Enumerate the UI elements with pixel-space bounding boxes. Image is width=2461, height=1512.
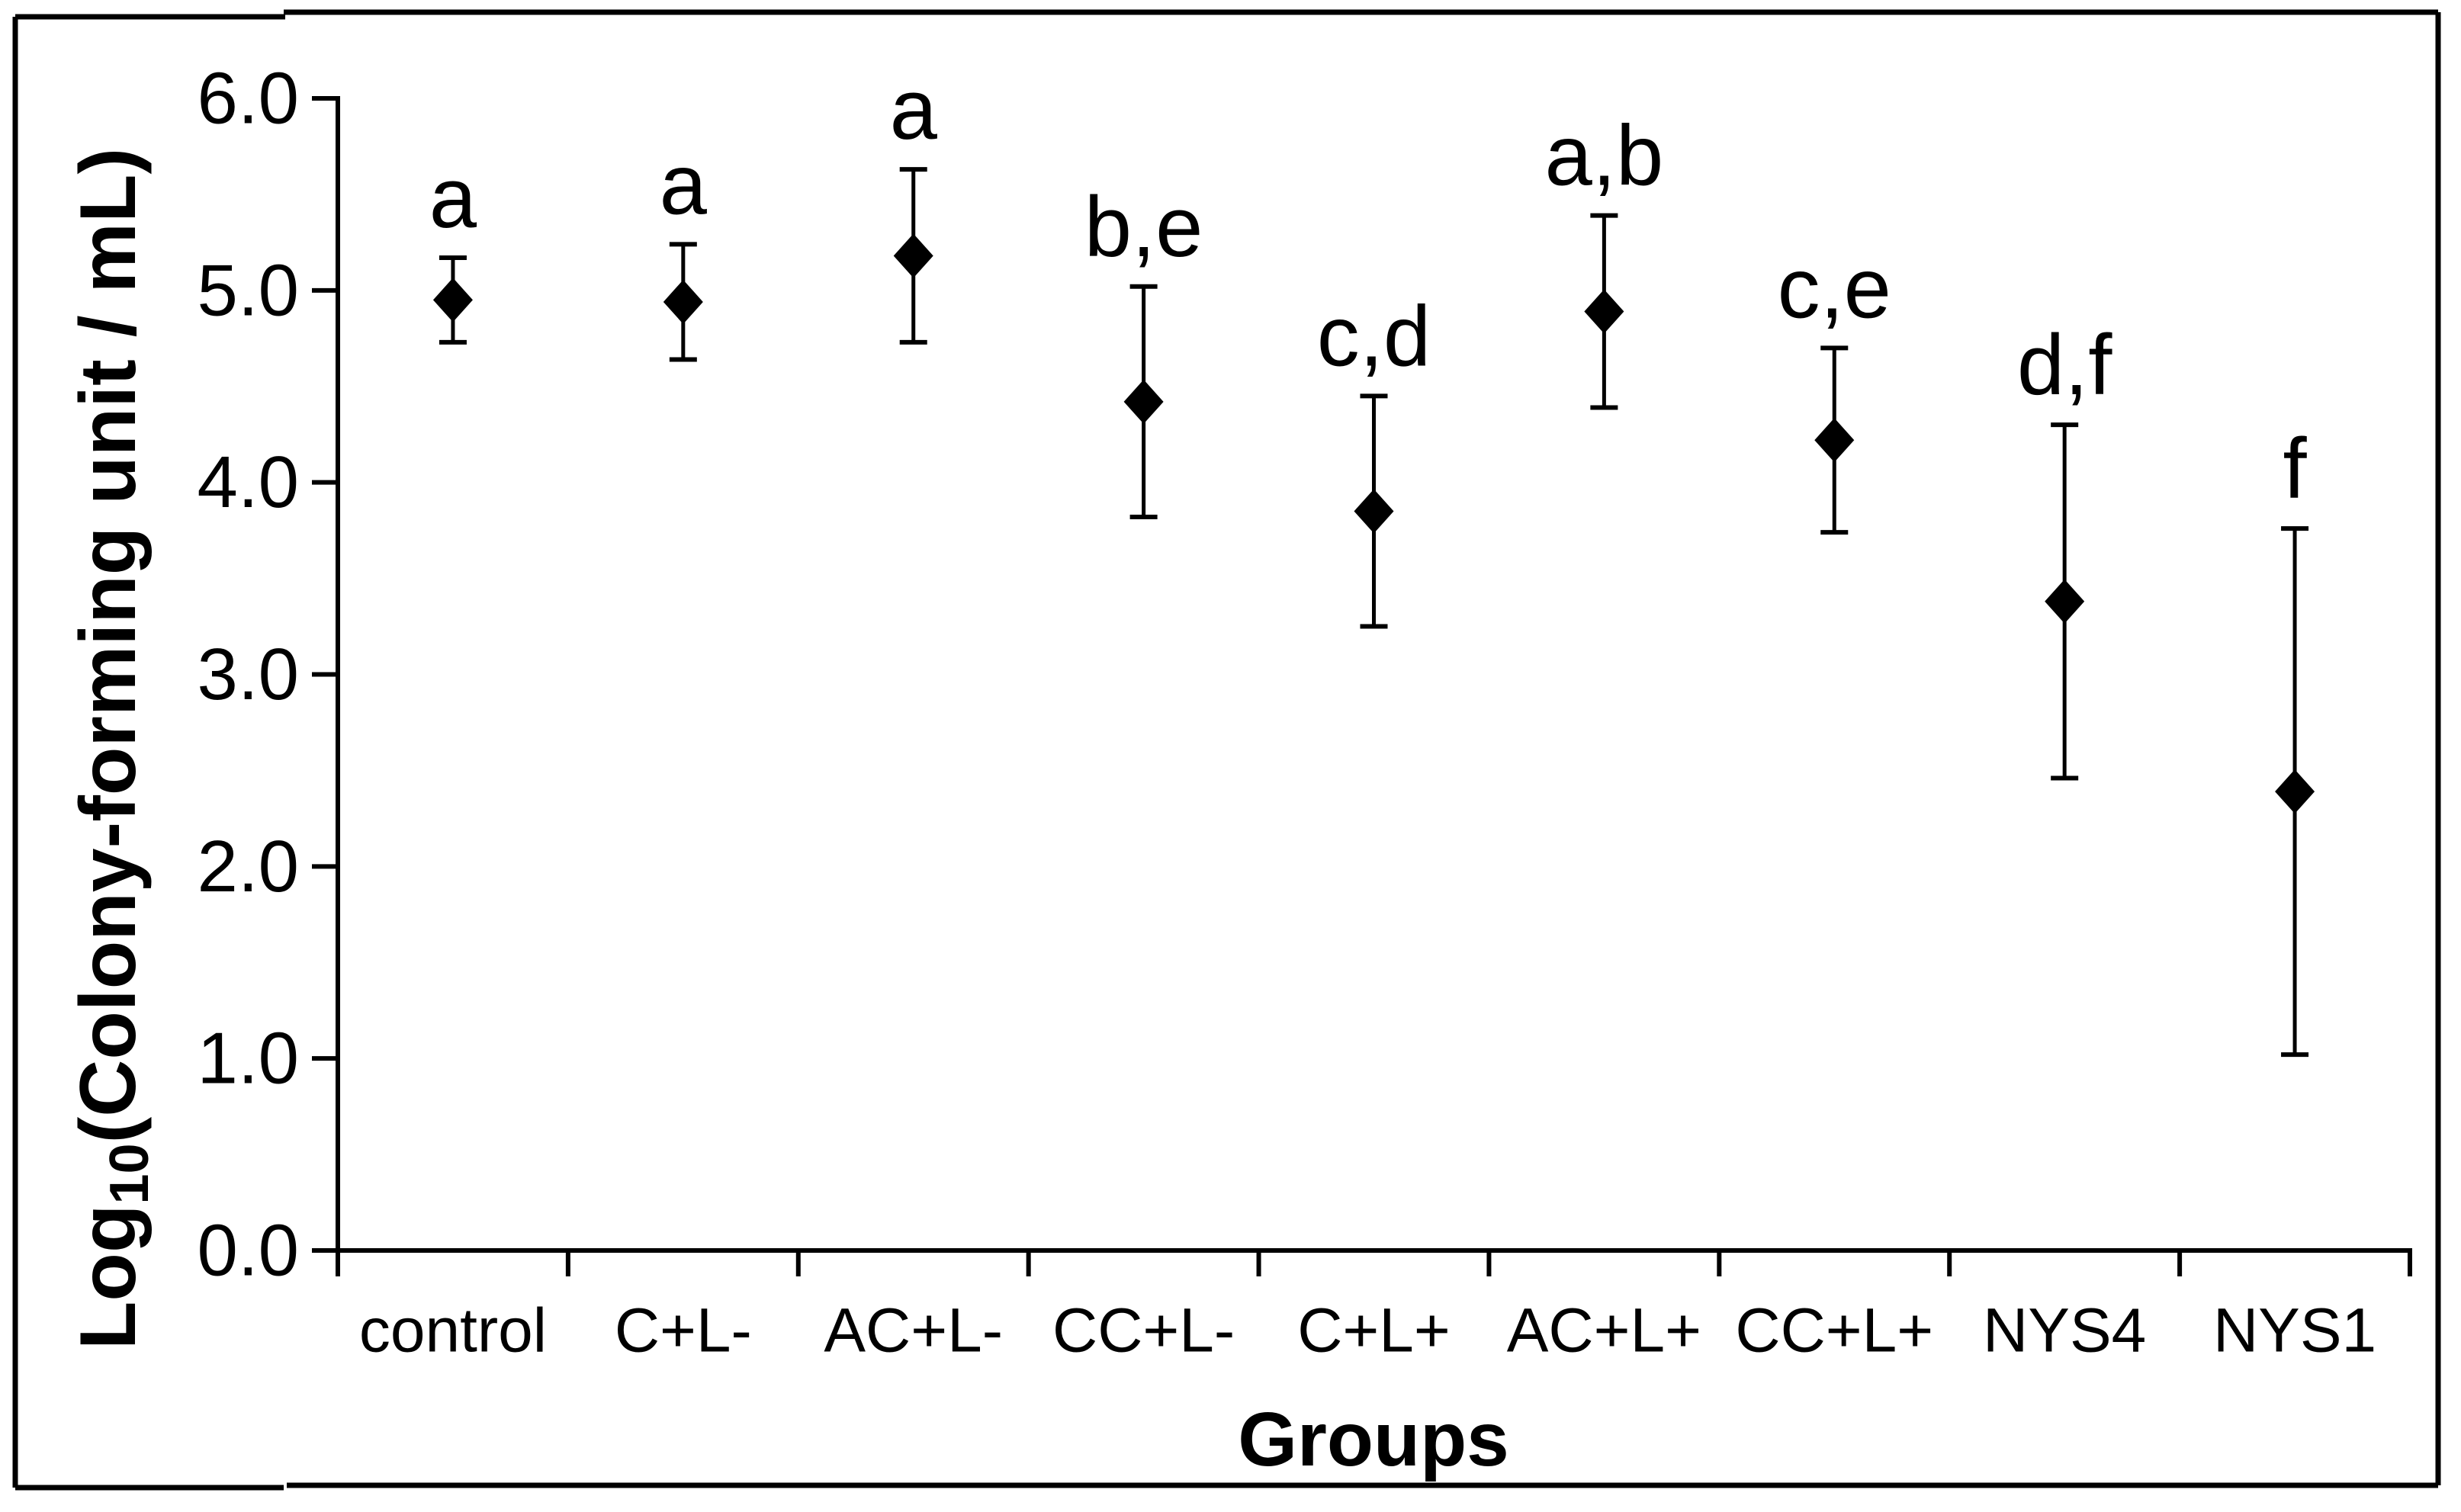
figure-frame bbox=[12, 9, 2441, 1491]
x-axis-title: Groups bbox=[1238, 1397, 1509, 1482]
data-series: a a a b,e c,d a,b c,e d,f f bbox=[429, 62, 2315, 1058]
data-point: a bbox=[890, 62, 938, 345]
diamond-marker bbox=[1123, 379, 1164, 424]
y-tick-label: 3.0 bbox=[198, 634, 299, 715]
x-tick-label: C+L+ bbox=[1297, 1296, 1451, 1366]
y-tick-label: 5.0 bbox=[198, 249, 299, 331]
x-tick-label: CC+L+ bbox=[1735, 1296, 1933, 1366]
x-tick-label: AC+L- bbox=[824, 1296, 1003, 1366]
y-axis: 0.0 1.0 2.0 3.0 4.0 5.0 6.0 bbox=[198, 58, 340, 1292]
significance-label: c,e bbox=[1778, 240, 1891, 335]
data-point: a bbox=[429, 150, 477, 345]
significance-label: a bbox=[429, 150, 477, 246]
y-tick-label: 2.0 bbox=[198, 826, 299, 907]
significance-label: b,e bbox=[1084, 179, 1203, 274]
y-tick-label: 4.0 bbox=[198, 441, 299, 523]
significance-label: a,b bbox=[1545, 108, 1664, 204]
data-point: a bbox=[660, 136, 708, 362]
y-tick-label: 1.0 bbox=[198, 1018, 299, 1099]
y-tick-label: 0.0 bbox=[198, 1210, 299, 1292]
y-axis-title: Log10(Colony-forming unit / mL) bbox=[64, 148, 160, 1350]
data-point: c,e bbox=[1778, 240, 1891, 535]
diamond-marker bbox=[893, 233, 933, 278]
x-tick-label: CC+L- bbox=[1052, 1296, 1235, 1366]
x-tick-label: NYS1 bbox=[2213, 1296, 2376, 1366]
diamond-marker bbox=[2275, 769, 2315, 814]
data-point: d,f bbox=[2017, 317, 2112, 781]
diamond-marker bbox=[663, 279, 703, 324]
x-axis: control C+L- AC+L- CC+L- C+L+ AC+L+ CC+L+ NYS4 N… bbox=[336, 1248, 2412, 1366]
axis-titles: Log10(Colony-forming unit / mL) Groups bbox=[64, 148, 1509, 1482]
significance-label: d,f bbox=[2017, 317, 2112, 413]
x-tick-label: AC+L+ bbox=[1507, 1296, 1701, 1366]
diamond-marker bbox=[432, 278, 473, 323]
data-point: b,e bbox=[1084, 179, 1203, 519]
diamond-marker bbox=[1814, 418, 1855, 463]
significance-label: a bbox=[660, 136, 708, 232]
data-point: f bbox=[2275, 421, 2315, 1058]
y-tick-label: 6.0 bbox=[198, 58, 299, 140]
significance-label: c,d bbox=[1317, 288, 1431, 384]
data-point: a,b bbox=[1545, 108, 1664, 410]
x-tick-label: C+L- bbox=[615, 1296, 752, 1366]
x-tick-label: control bbox=[359, 1296, 547, 1366]
x-tick-label: NYS4 bbox=[1983, 1296, 2146, 1366]
significance-label: f bbox=[2283, 421, 2307, 516]
diamond-marker bbox=[1584, 289, 1624, 334]
significance-label: a bbox=[890, 62, 938, 157]
data-point: c,d bbox=[1317, 288, 1431, 629]
diamond-marker bbox=[1354, 489, 1394, 534]
diamond-marker bbox=[2045, 579, 2085, 624]
